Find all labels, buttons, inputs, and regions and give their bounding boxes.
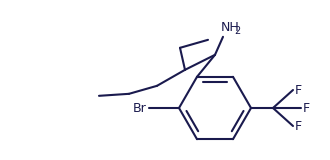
Text: NH: NH	[221, 21, 240, 34]
Text: F: F	[295, 84, 302, 96]
Text: F: F	[295, 120, 302, 132]
Text: Br: Br	[133, 101, 147, 115]
Text: 2: 2	[234, 26, 240, 36]
Text: F: F	[303, 101, 310, 115]
